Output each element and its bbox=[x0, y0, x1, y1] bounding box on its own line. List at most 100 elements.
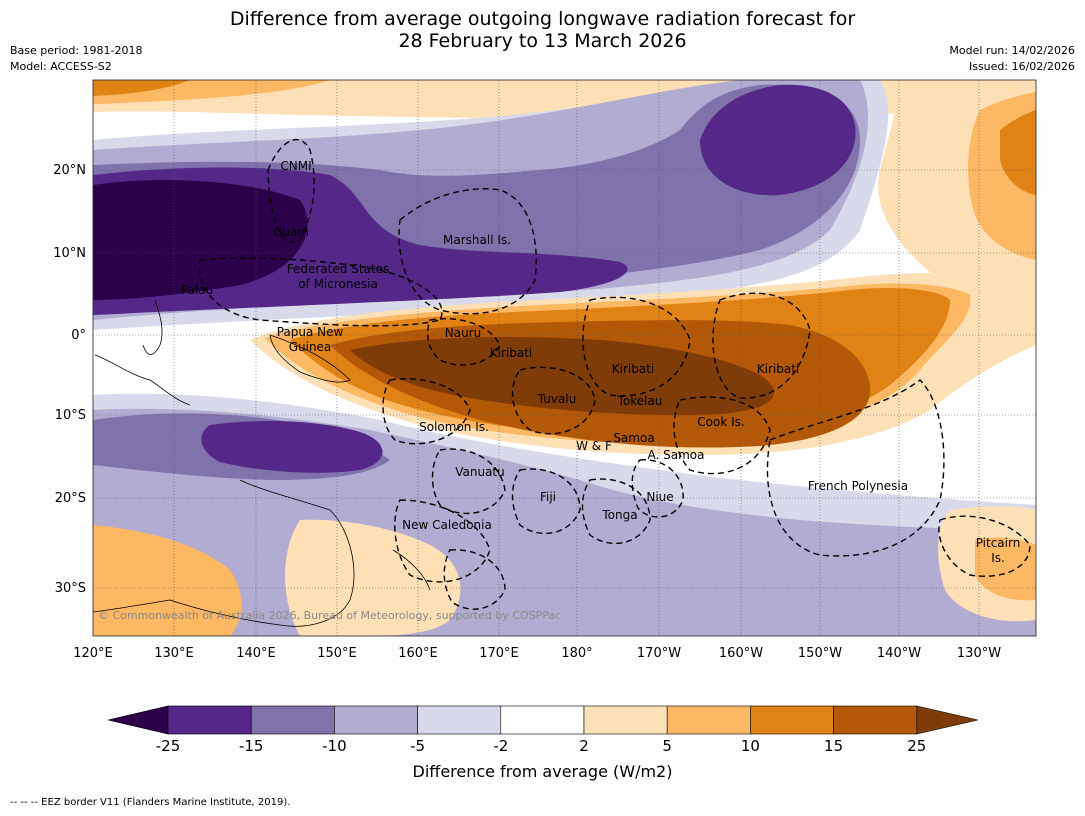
region-label: Samoa bbox=[613, 431, 654, 445]
colorbar-segment bbox=[500, 705, 585, 735]
map-frame bbox=[92, 79, 1037, 637]
lon-tick-label: 170°E bbox=[479, 646, 519, 661]
colorbar-segment bbox=[666, 705, 751, 735]
model-name: Model: ACCESS-S2 bbox=[10, 60, 112, 73]
band-south-dark-purple bbox=[201, 420, 383, 473]
lat-tick-label: 10°N bbox=[53, 246, 86, 261]
lon-tick-label: 160°W bbox=[719, 646, 763, 661]
lon-tick-label: 130°W bbox=[957, 646, 1001, 661]
region-label: New Caledonia bbox=[402, 518, 492, 532]
region-label: Kiribati bbox=[757, 362, 799, 376]
colorbar-segment bbox=[417, 705, 502, 735]
eez-kiribati-line bbox=[712, 292, 811, 399]
eez-tonga bbox=[581, 478, 651, 545]
region-label: Kiribati bbox=[612, 362, 654, 376]
patch-sw-orange bbox=[93, 525, 242, 636]
title-line-1: Difference from average outgoing longwav… bbox=[229, 8, 856, 30]
colorbar-tick: 5 bbox=[662, 737, 672, 755]
colorbar-tick: -15 bbox=[239, 737, 264, 755]
eez-solomon bbox=[382, 378, 471, 445]
region-label: Niue bbox=[646, 490, 673, 504]
region-label: A. Samoa bbox=[648, 448, 705, 462]
colorbar-segment bbox=[250, 705, 335, 735]
band-west-darkest-purple bbox=[93, 180, 308, 300]
region-label: Papua New bbox=[277, 325, 344, 339]
eez-new-caledonia bbox=[394, 499, 491, 583]
colorbar-segment bbox=[750, 705, 834, 735]
region-label: Vanuatu bbox=[455, 465, 505, 479]
colorbar-tick: -25 bbox=[156, 737, 181, 755]
lat-tick-label: 20°N bbox=[53, 163, 86, 178]
colorbar-segment bbox=[833, 705, 918, 735]
lat-tick-label: 20°S bbox=[55, 491, 86, 506]
lon-tick-label: 150°E bbox=[317, 646, 357, 661]
lat-tick-label: 30°S bbox=[55, 581, 86, 596]
title-line-2: 28 February to 13 March 2026 bbox=[398, 30, 687, 52]
chart-title: Difference from average outgoing longwav… bbox=[0, 8, 1085, 52]
region-label: Guinea bbox=[289, 340, 332, 354]
patch-south-pale-orange bbox=[285, 519, 461, 636]
eez-tuvalu bbox=[511, 366, 596, 435]
region-label: of Micronesia bbox=[298, 277, 378, 291]
eez-marshall bbox=[398, 188, 537, 315]
eez-norfolk bbox=[443, 549, 506, 610]
lon-tick-label: 130°E bbox=[154, 646, 194, 661]
lat-tick-label: 0° bbox=[71, 328, 86, 343]
meta-left: Base period: 1981-2018 Model: ACCESS-S2 bbox=[10, 43, 142, 75]
colorbar bbox=[107, 705, 979, 735]
eez-nauru bbox=[427, 318, 501, 366]
colorbar-tick: -2 bbox=[493, 737, 508, 755]
new-guinea-coastline bbox=[269, 334, 351, 383]
eez-vanuatu bbox=[431, 448, 506, 515]
map-field bbox=[93, 80, 1036, 636]
lon-tick-label: 120°E bbox=[73, 646, 113, 661]
model-run: Model run: 14/02/2026 bbox=[949, 44, 1075, 57]
new-caledonia-coastline bbox=[392, 549, 431, 591]
colorbar-segment bbox=[167, 705, 252, 735]
colorbar-tick: 15 bbox=[824, 737, 843, 755]
region-label: Cook Is. bbox=[697, 415, 744, 429]
graticule bbox=[93, 80, 1036, 636]
region-label: Palau bbox=[181, 283, 213, 297]
patch-se-orange bbox=[975, 537, 1036, 601]
eez-footer-note: -- -- -- EEZ border V11 (Flanders Marine… bbox=[10, 797, 291, 808]
band-ne-dark-orange bbox=[1000, 110, 1036, 195]
colorbar-extend-high bbox=[916, 705, 979, 735]
australia-coastline bbox=[93, 479, 355, 627]
philippines-coastline bbox=[142, 299, 163, 355]
region-label: Pitcairn bbox=[976, 536, 1021, 550]
lon-tick-labels: 120°E 130°E 140°E 150°E 160°E 170°E 180° 170°W 1… bbox=[73, 646, 1001, 661]
colorbar-segment bbox=[334, 705, 418, 735]
region-label: Tuvalu bbox=[537, 392, 577, 406]
eez-micronesia bbox=[198, 257, 443, 327]
band-nw-dark-orange bbox=[93, 80, 190, 96]
colorbar-segment bbox=[583, 705, 668, 735]
lon-tick-label: 160°E bbox=[398, 646, 438, 661]
copyright-notice: © Commonwealth of Australia 2026, Bureau… bbox=[98, 609, 562, 622]
lon-tick-label: 140°W bbox=[877, 646, 921, 661]
region-label: Federated States bbox=[287, 262, 389, 276]
lon-tick-label: 180° bbox=[561, 646, 592, 661]
region-label: W & F bbox=[576, 439, 612, 453]
indonesia-coastline bbox=[94, 354, 191, 406]
colorbar-tick-labels: -25 -15 -10 -5 -2 2 5 10 15 25 bbox=[156, 737, 927, 755]
region-label: Marshall Is. bbox=[443, 233, 511, 247]
colorbar-tick: -10 bbox=[322, 737, 347, 755]
eez-cnmi bbox=[267, 138, 315, 244]
lat-tick-label: 10°S bbox=[55, 408, 86, 423]
lon-tick-label: 170°W bbox=[637, 646, 681, 661]
lon-tick-label: 140°E bbox=[236, 646, 276, 661]
eez-french-polynesia bbox=[766, 379, 945, 557]
region-label: Tokelau bbox=[617, 394, 663, 408]
lon-tick-label: 150°W bbox=[798, 646, 842, 661]
colorbar-label: Difference from average (W/m2) bbox=[412, 762, 673, 781]
region-label: Is. bbox=[991, 551, 1005, 565]
eez-pitcairn bbox=[938, 515, 1031, 577]
region-label: Tonga bbox=[601, 508, 637, 522]
colorbar-tick: -5 bbox=[410, 737, 425, 755]
band-hawaii-dark-purple bbox=[700, 84, 856, 196]
region-label: CNMI bbox=[280, 159, 311, 173]
colorbar-extend-low bbox=[107, 705, 169, 735]
